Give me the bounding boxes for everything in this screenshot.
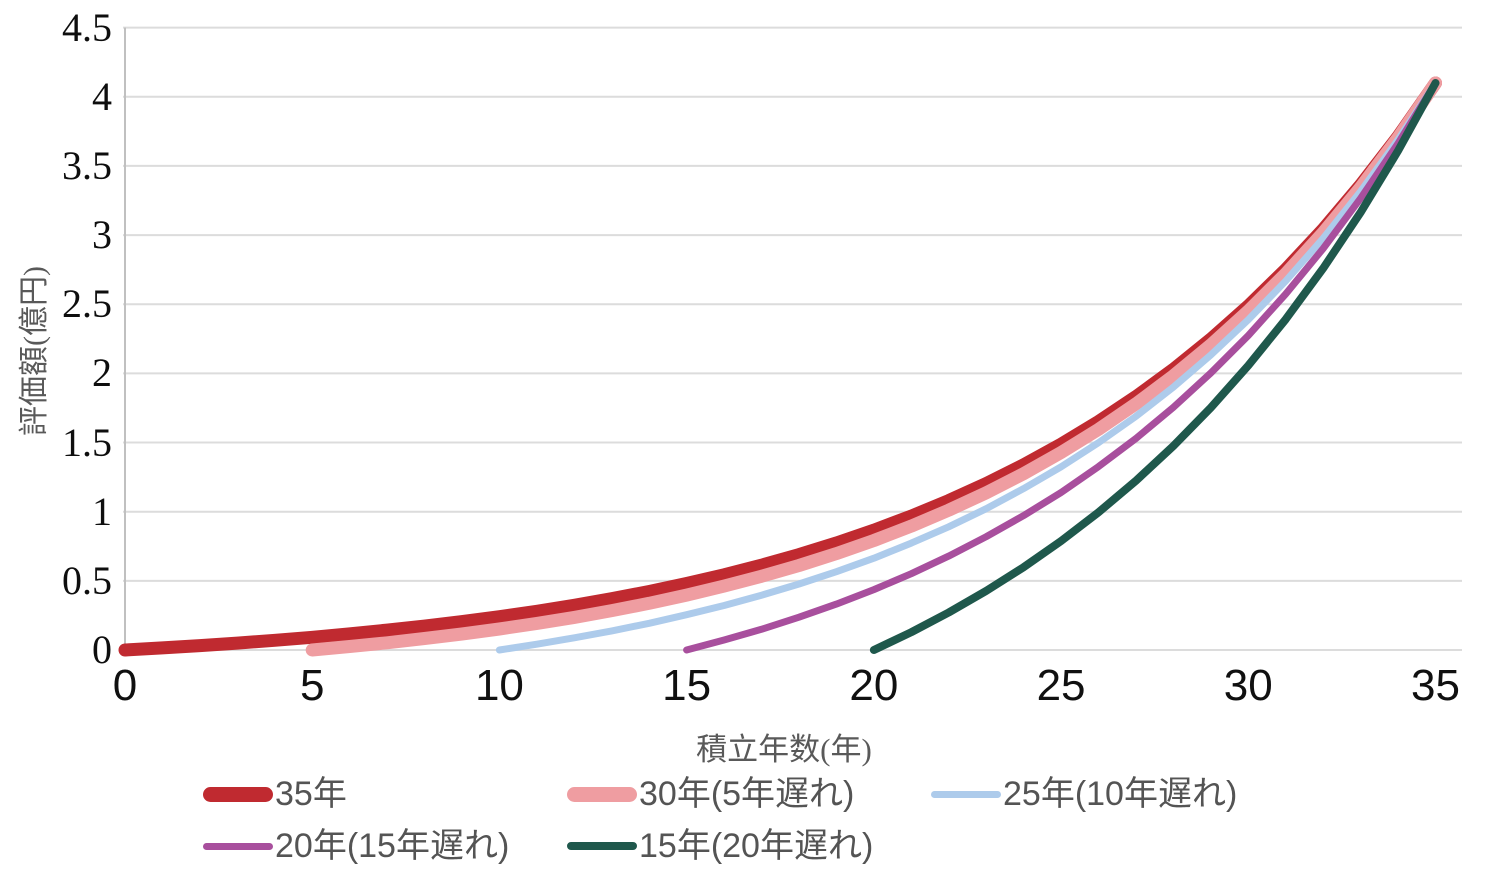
legend-swatch-25y	[931, 790, 1001, 798]
x-tick-label: 0	[112, 661, 138, 710]
y-tick-label: 4.5	[62, 4, 112, 50]
legend-item-25y: 25年(10年遅れ)	[931, 774, 1361, 814]
y-tick-label: 1.5	[62, 419, 112, 465]
x-tick-label: 35	[1411, 661, 1460, 710]
legend-swatch-20y	[203, 842, 273, 850]
x-tick-label: 10	[474, 661, 524, 710]
y-tick-label: 2.5	[62, 281, 112, 327]
x-tick-label: 20	[849, 661, 899, 710]
legend-label-30y: 30年(5年遅れ)	[639, 775, 855, 813]
y-tick-label: 0.5	[62, 557, 112, 603]
y-tick-label: 1	[92, 488, 112, 534]
legend-label-20y: 20年(15年遅れ)	[275, 827, 510, 865]
legend-item-30y: 30年(5年遅れ)	[567, 774, 931, 814]
legend-label-25y: 25年(10年遅れ)	[1003, 775, 1238, 813]
legend-label-35y: 35年	[275, 775, 347, 813]
legend-swatch-15y	[567, 842, 637, 850]
x-tick-label: 15	[662, 661, 712, 710]
x-axis-title: 積立年数(年)	[696, 732, 872, 767]
legend: 35年 30年(5年遅れ) 25年(10年遅れ) 20年(15年遅れ) 15年(20年遅…	[203, 774, 1361, 866]
series-line-30y	[305, 76, 1442, 657]
y-tick-label: 0	[92, 627, 112, 672]
legend-label-15y: 15年(20年遅れ)	[639, 827, 874, 865]
y-tick-label: 3.5	[62, 142, 112, 188]
y-tick-label: 3	[92, 212, 112, 258]
legend-item-20y: 20年(15年遅れ)	[203, 826, 567, 866]
series-line-25y	[495, 79, 1439, 654]
legend-item-15y: 15年(20年遅れ)	[567, 826, 931, 866]
x-tick-label: 5	[299, 661, 325, 710]
x-tick-label: 30	[1223, 661, 1273, 710]
y-tick-label: 4	[92, 73, 112, 119]
y-axis-title: 評価額(億円)	[18, 266, 51, 436]
series-line-20y	[683, 79, 1439, 654]
legend-swatch-30y	[567, 786, 637, 802]
legend-swatch-35y	[203, 786, 273, 802]
series-line-15y	[869, 79, 1440, 654]
x-tick-label: 25	[1036, 661, 1086, 710]
y-tick-label: 2	[92, 350, 112, 396]
legend-item-35y: 35年	[203, 774, 567, 814]
